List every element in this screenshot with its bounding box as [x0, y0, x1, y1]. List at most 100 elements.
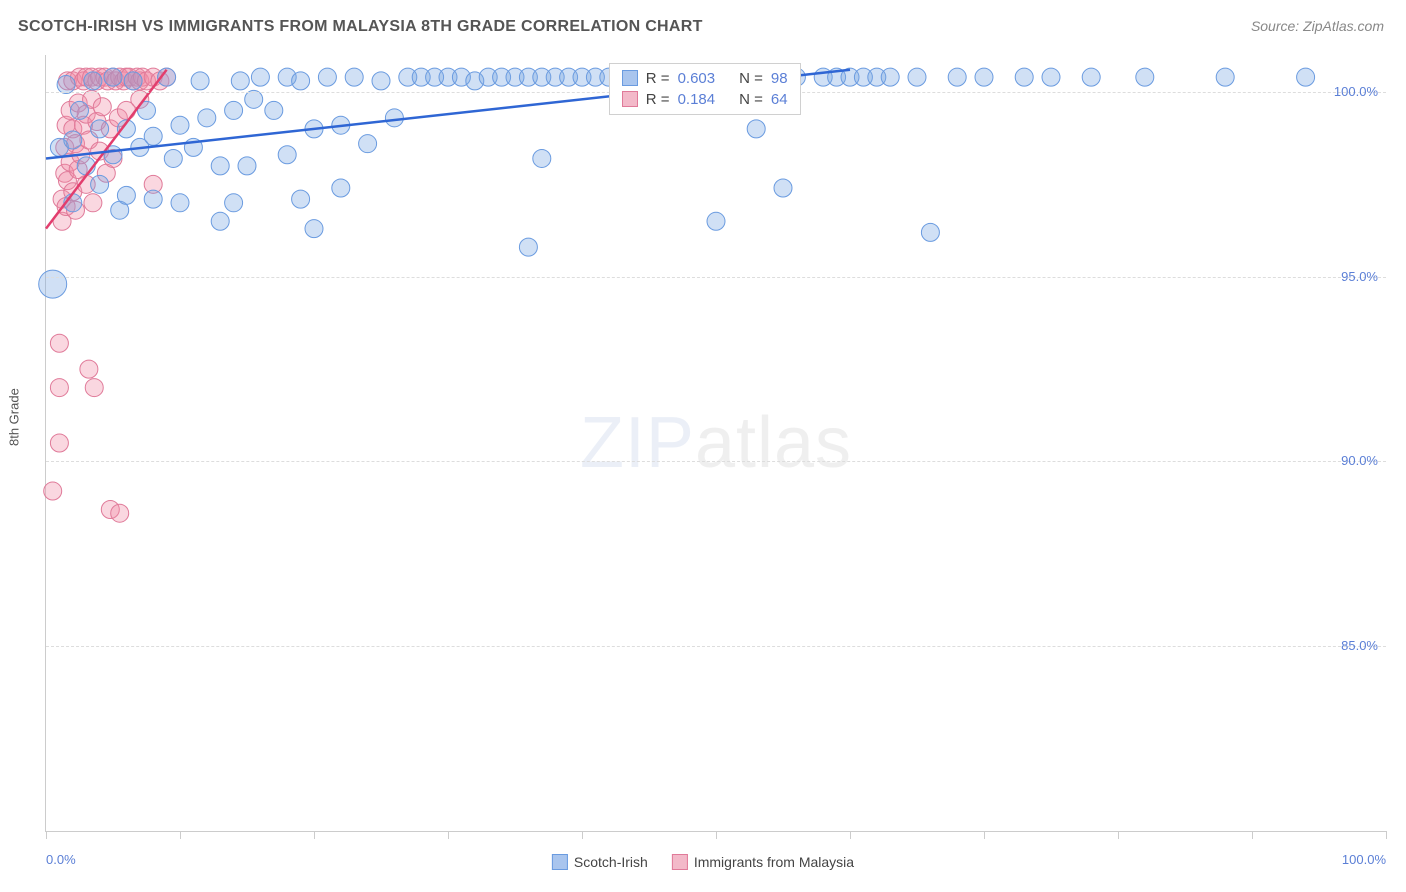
stat-n-label: N =	[739, 91, 763, 108]
data-point[interactable]	[211, 212, 229, 230]
data-point[interactable]	[921, 223, 939, 241]
data-point[interactable]	[1015, 68, 1033, 86]
data-point[interactable]	[305, 220, 323, 238]
legend-swatch-icon	[552, 854, 568, 870]
legend-item[interactable]: Scotch-Irish	[552, 854, 648, 870]
data-point[interactable]	[251, 68, 269, 86]
source-credit: Source: ZipAtlas.com	[1251, 18, 1384, 34]
stat-n-value: 98	[771, 70, 788, 87]
stat-r-label: R =	[646, 91, 670, 108]
data-point[interactable]	[975, 68, 993, 86]
x-tick	[850, 831, 851, 839]
data-point[interactable]	[50, 434, 68, 452]
data-point[interactable]	[80, 360, 98, 378]
data-point[interactable]	[144, 127, 162, 145]
data-point[interactable]	[245, 90, 263, 108]
y-tick-label: 100.0%	[1334, 84, 1378, 99]
data-point[interactable]	[64, 131, 82, 149]
legend-label: Immigrants from Malaysia	[694, 854, 854, 870]
data-point[interactable]	[191, 72, 209, 90]
data-point[interactable]	[91, 120, 109, 138]
data-point[interactable]	[44, 482, 62, 500]
stat-r-value: 0.603	[678, 70, 716, 87]
data-point[interactable]	[198, 109, 216, 127]
chart-title: SCOTCH-IRISH VS IMMIGRANTS FROM MALAYSIA…	[18, 18, 703, 36]
x-tick	[984, 831, 985, 839]
data-point[interactable]	[533, 149, 551, 167]
x-tick	[180, 831, 181, 839]
data-point[interactable]	[265, 101, 283, 119]
data-point[interactable]	[519, 238, 537, 256]
data-point[interactable]	[124, 72, 142, 90]
data-point[interactable]	[171, 116, 189, 134]
data-point[interactable]	[1136, 68, 1154, 86]
x-tick	[1252, 831, 1253, 839]
data-point[interactable]	[91, 175, 109, 193]
x-tick	[1386, 831, 1387, 839]
data-point[interactable]	[111, 504, 129, 522]
x-tick	[582, 831, 583, 839]
data-point[interactable]	[372, 72, 390, 90]
data-point[interactable]	[1297, 68, 1315, 86]
data-point[interactable]	[385, 109, 403, 127]
data-point[interactable]	[747, 120, 765, 138]
legend: Scotch-Irish Immigrants from Malaysia	[552, 854, 854, 870]
data-point[interactable]	[292, 72, 310, 90]
data-point[interactable]	[84, 72, 102, 90]
data-point[interactable]	[39, 270, 67, 298]
legend-swatch-icon	[622, 70, 638, 86]
plot-area: ZIPatlas 85.0%90.0%95.0%100.0%0.0%100.0%…	[45, 55, 1386, 832]
data-point[interactable]	[50, 334, 68, 352]
gridline	[46, 646, 1386, 647]
x-tick	[1118, 831, 1119, 839]
data-point[interactable]	[345, 68, 363, 86]
data-point[interactable]	[171, 194, 189, 212]
data-point[interactable]	[164, 149, 182, 167]
data-point[interactable]	[359, 135, 377, 153]
data-point[interactable]	[144, 190, 162, 208]
data-point[interactable]	[332, 179, 350, 197]
stat-n-value: 64	[771, 91, 788, 108]
y-tick-label: 90.0%	[1341, 453, 1378, 468]
data-point[interactable]	[292, 190, 310, 208]
legend-swatch-icon	[672, 854, 688, 870]
x-tick	[314, 831, 315, 839]
data-point[interactable]	[85, 379, 103, 397]
data-point[interactable]	[231, 72, 249, 90]
data-point[interactable]	[238, 157, 256, 175]
data-point[interactable]	[84, 194, 102, 212]
legend-swatch-icon	[622, 91, 638, 107]
data-point[interactable]	[278, 146, 296, 164]
data-point[interactable]	[881, 68, 899, 86]
gridline	[46, 277, 1386, 278]
data-point[interactable]	[117, 186, 135, 204]
x-tick	[448, 831, 449, 839]
data-point[interactable]	[57, 76, 75, 94]
data-point[interactable]	[908, 68, 926, 86]
data-point[interactable]	[104, 68, 122, 86]
data-point[interactable]	[948, 68, 966, 86]
data-point[interactable]	[707, 212, 725, 230]
y-tick-label: 95.0%	[1341, 269, 1378, 284]
stat-r-value: 0.184	[678, 91, 716, 108]
data-point[interactable]	[50, 379, 68, 397]
gridline	[46, 461, 1386, 462]
data-point[interactable]	[225, 194, 243, 212]
stat-n-label: N =	[739, 70, 763, 87]
data-point[interactable]	[225, 101, 243, 119]
data-point[interactable]	[211, 157, 229, 175]
data-point[interactable]	[71, 101, 89, 119]
data-point[interactable]	[1082, 68, 1100, 86]
data-point[interactable]	[318, 68, 336, 86]
stat-row: R = 0.184 N = 64	[618, 89, 792, 110]
legend-label: Scotch-Irish	[574, 854, 648, 870]
data-point[interactable]	[1042, 68, 1060, 86]
stat-box: R = 0.603 N = 98 R = 0.184 N = 64	[609, 63, 801, 115]
stat-row: R = 0.603 N = 98	[618, 68, 792, 89]
legend-item[interactable]: Immigrants from Malaysia	[672, 854, 854, 870]
data-point[interactable]	[93, 98, 111, 116]
data-point[interactable]	[774, 179, 792, 197]
stat-r-label: R =	[646, 70, 670, 87]
data-point[interactable]	[1216, 68, 1234, 86]
x-label-right: 100.0%	[1342, 852, 1386, 867]
